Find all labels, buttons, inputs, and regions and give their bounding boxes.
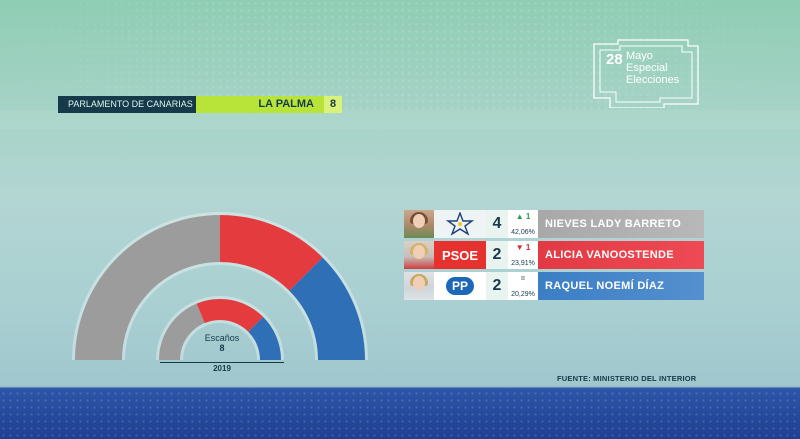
background-dots — [0, 0, 800, 110]
current-segment-psoe — [220, 215, 323, 291]
result-row-cc: 4 ▲ 1 42,06% NIEVES LADY BARRETO — [404, 210, 704, 238]
seats-count: 4 — [486, 210, 508, 238]
vote-percent: 20,29% — [511, 291, 535, 298]
candidate-name: RAQUEL NOEMÍ DÍAZ — [538, 272, 704, 300]
previous-seats-arc — [156, 296, 284, 360]
seats-count: 2 — [486, 272, 508, 300]
escanos-label: Escaños — [204, 333, 240, 343]
background-band — [0, 110, 800, 130]
previous-caption: Escaños 8 — [195, 333, 249, 353]
parliament-label: PARLAMENTO DE CANARIAS — [58, 96, 196, 113]
seats-count: 2 — [486, 241, 508, 269]
pp-logo: PP — [434, 272, 486, 300]
island-seats: 8 — [324, 96, 342, 113]
result-row-pp: PP 2 = 20,29% RAQUEL NOEMÍ DÍAZ — [404, 272, 704, 300]
island-label: LA PALMA — [196, 96, 324, 113]
previous-segment-cc — [159, 303, 205, 360]
source-note: FUENTE: MINISTERIO DEL INTERIOR — [557, 374, 697, 383]
star-icon — [445, 212, 475, 236]
current-segment-pp — [289, 257, 365, 360]
seat-change: ▼ 1 23,91% — [508, 241, 538, 269]
results-table: 4 ▲ 1 42,06% NIEVES LADY BARRETO PSOE 2 … — [404, 210, 704, 303]
candidate-name: NIEVES LADY BARRETO — [538, 210, 704, 238]
seat-change: = 20,29% — [508, 272, 538, 300]
change-value: ▲ 1 — [515, 212, 531, 221]
logo-line-elections: Elecciones — [626, 74, 680, 86]
vote-percent: 42,06% — [511, 229, 535, 236]
year-divider — [160, 362, 284, 363]
candidate-name: ALICIA VANOOSTENDE — [538, 241, 704, 269]
result-row-psoe: PSOE 2 ▼ 1 23,91% ALICIA VANOOSTENDE — [404, 241, 704, 269]
change-value: = — [520, 274, 526, 283]
vote-percent: 23,91% — [511, 260, 535, 267]
candidate-photo — [404, 210, 434, 238]
current-seats-arc — [72, 212, 368, 360]
candidate-photo — [404, 272, 434, 300]
escanos-total: 8 — [219, 343, 225, 353]
previous-segment-pp — [248, 316, 281, 360]
logo-line-special: Especial — [626, 62, 668, 74]
logo-text: Mayo Especial Elecciones — [626, 50, 679, 86]
change-value: ▼ 1 — [515, 243, 531, 252]
logo-day: 28 — [606, 51, 623, 68]
previous-segment-psoe — [196, 299, 264, 332]
candidate-photo — [404, 241, 434, 269]
pp-logo-text: PP — [445, 277, 474, 295]
cc-logo — [434, 210, 486, 238]
psoe-logo: PSOE — [434, 241, 486, 269]
previous-year-label: 2019 — [213, 364, 231, 373]
current-segment-cc — [75, 215, 220, 360]
seat-change: ▲ 1 42,06% — [508, 210, 538, 238]
footer-dots — [0, 390, 800, 439]
election-logo — [593, 39, 699, 108]
header-bar: PARLAMENTO DE CANARIAS LA PALMA 8 — [58, 96, 342, 113]
logo-line-month: Mayo — [626, 50, 653, 62]
